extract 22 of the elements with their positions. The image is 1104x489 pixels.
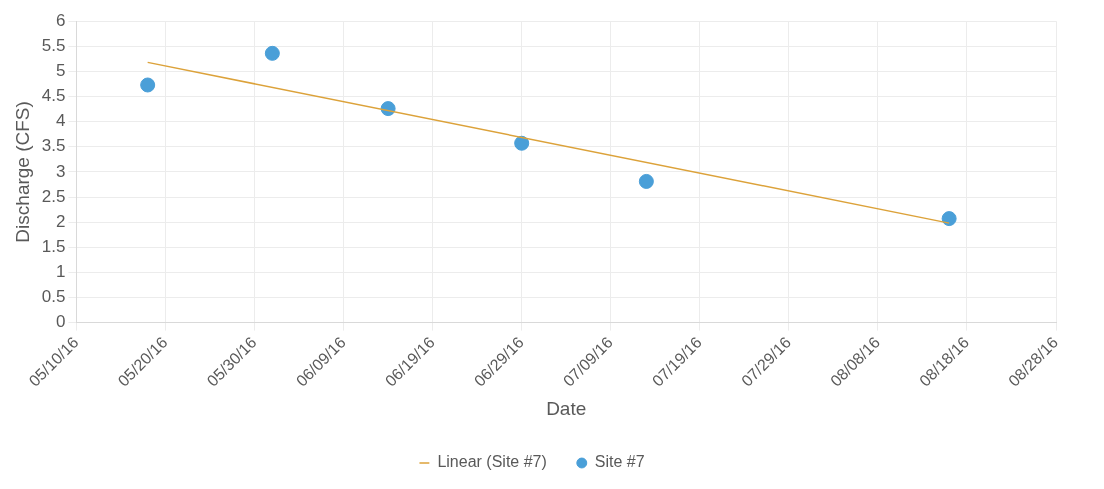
legend-label: Linear (Site #7) xyxy=(437,453,547,471)
y-tick-label: 1 xyxy=(55,262,66,282)
y-axis-title: Discharge (CFS) xyxy=(11,101,33,243)
y-tick-label: 3 xyxy=(55,161,66,181)
legend-label: Site #7 xyxy=(594,453,645,471)
point xyxy=(140,77,156,93)
point xyxy=(264,45,280,61)
y-tick-label: 6 xyxy=(55,10,66,30)
y-tick-label: 4 xyxy=(55,111,66,131)
y-tick-label: 0 xyxy=(55,312,66,332)
y-tick-label: 4.5 xyxy=(41,86,66,106)
y-tick-label: 0.5 xyxy=(41,287,66,307)
y-tick-label: 2.5 xyxy=(41,186,66,206)
y-tick-label: 2 xyxy=(55,211,66,231)
point xyxy=(514,135,530,151)
point xyxy=(638,173,654,189)
point xyxy=(941,211,957,227)
y-tick-label: 1.5 xyxy=(41,236,66,256)
y-tick-label: 3.5 xyxy=(41,136,66,156)
x-axis-title: Date xyxy=(546,397,587,419)
y-tick-label: 5 xyxy=(55,61,66,81)
y-tick-label: 5.5 xyxy=(41,36,66,55)
